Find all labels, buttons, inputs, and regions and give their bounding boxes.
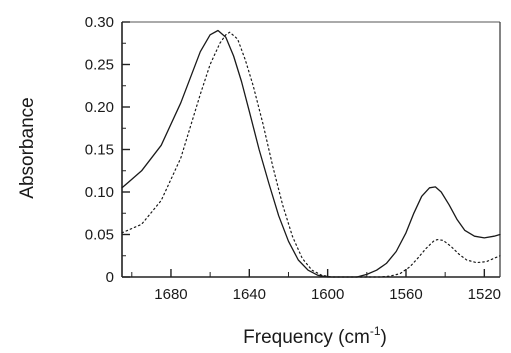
solid-series-line [121,29,501,278]
x-axis-title: Frequency (cm-1) [243,324,387,348]
x-axis-title-superscript: -1 [370,324,381,338]
y-tick-label: 0.05 [85,227,114,244]
y-tick-label: 0.15 [85,142,114,159]
x-tick-label: 1560 [389,286,422,303]
y-tick-label: 0.10 [85,184,114,201]
x-tick-label: 1600 [311,286,344,303]
x-tick-label: 1640 [233,286,266,303]
y-tick-label: 0.25 [85,57,114,74]
y-axis-title: Absorbance [17,97,38,198]
y-tick-label: 0 [106,269,114,286]
plot-series [121,29,501,278]
x-axis-title-main: Frequency (cm [243,327,370,348]
y-tick-label: 0.20 [85,99,114,116]
y-tick-label: 0.30 [85,14,114,31]
x-tick-label: 1520 [468,286,501,303]
axes [121,21,501,278]
tick-labels: 0 0.05 0.10 0.15 0.20 0.25 0.30 1680 1640 1600 156… [85,14,501,303]
dotted-series-line [121,31,501,278]
x-tick-label: 1680 [154,286,187,303]
x-axis-title-close: ) [381,327,387,348]
